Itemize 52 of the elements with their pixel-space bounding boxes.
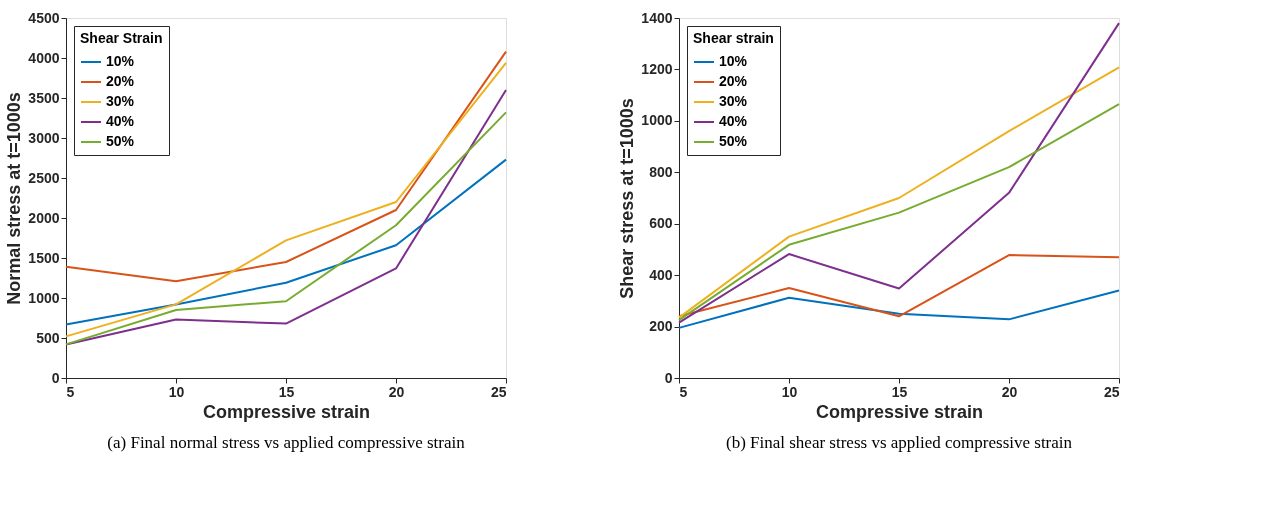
x-tick-label: 25 — [490, 383, 507, 400]
y-tick-label: 0 — [664, 369, 673, 386]
y-tick-label: 1500 — [28, 249, 60, 266]
y-tick-label: 600 — [649, 215, 673, 232]
y-tick-label: 1000 — [28, 289, 60, 306]
legend-label: 10% — [106, 53, 135, 69]
y-tick-label: 4000 — [28, 49, 60, 66]
y-tick-label: 400 — [649, 266, 673, 283]
y-tick-label: 0 — [51, 369, 60, 386]
legend-label: 40% — [719, 113, 748, 129]
x-tick-label: 20 — [388, 383, 405, 400]
y-tick-label: 1400 — [641, 9, 673, 26]
text: (a) Final normal stress vs applied compressive strain — [107, 433, 466, 452]
line-series — [678, 66, 1120, 319]
y-tick-label: 3000 — [28, 129, 60, 146]
legend-label: 30% — [106, 93, 135, 109]
y-tick-label: 800 — [649, 163, 673, 180]
y-axis-title: Shear stress at t=1000s — [617, 98, 638, 299]
y-tick-label: 500 — [36, 329, 60, 346]
x-tick-label: 20 — [1001, 383, 1018, 400]
x-axis-title: Compressive strain — [202, 401, 371, 422]
y-tick-label: 2000 — [28, 209, 60, 226]
x-tick-label: 15 — [891, 383, 908, 400]
line-series — [678, 22, 1120, 324]
text: (b) Final shear stress vs applied compressive strain — [725, 433, 1073, 452]
legend-title: Shear strain — [693, 30, 774, 46]
x-axis-title: Compressive strain — [815, 401, 984, 422]
line-series — [678, 289, 1120, 329]
line-series — [65, 50, 507, 283]
legend-label: 20% — [719, 73, 748, 89]
x-tick-label: 10 — [781, 383, 798, 400]
y-tick-label: 200 — [649, 318, 673, 335]
legend-label: 50% — [106, 133, 135, 149]
y-tick-label: 1000 — [641, 112, 673, 129]
x-tick-label: 10 — [168, 383, 185, 400]
x-tick-label: 5 — [679, 383, 688, 400]
legend-label: 10% — [719, 53, 748, 69]
x-tick-label: 5 — [66, 383, 75, 400]
x-tick-label: 25 — [1103, 383, 1120, 400]
x-tick-label: 15 — [278, 383, 295, 400]
y-axis-title: Normal stress at t=1000s — [4, 92, 25, 305]
legend-label: 50% — [719, 133, 748, 149]
line-series — [65, 158, 507, 326]
y-tick-label: 1200 — [641, 60, 673, 77]
y-tick-label: 3500 — [28, 89, 60, 106]
legend-title: Shear Strain — [80, 30, 163, 46]
legend-label: 20% — [106, 73, 135, 89]
legend-label: 40% — [106, 113, 135, 129]
legend-label: 30% — [719, 93, 748, 109]
y-tick-label: 2500 — [28, 169, 60, 186]
y-tick-label: 4500 — [28, 9, 60, 26]
line-series — [678, 254, 1120, 318]
